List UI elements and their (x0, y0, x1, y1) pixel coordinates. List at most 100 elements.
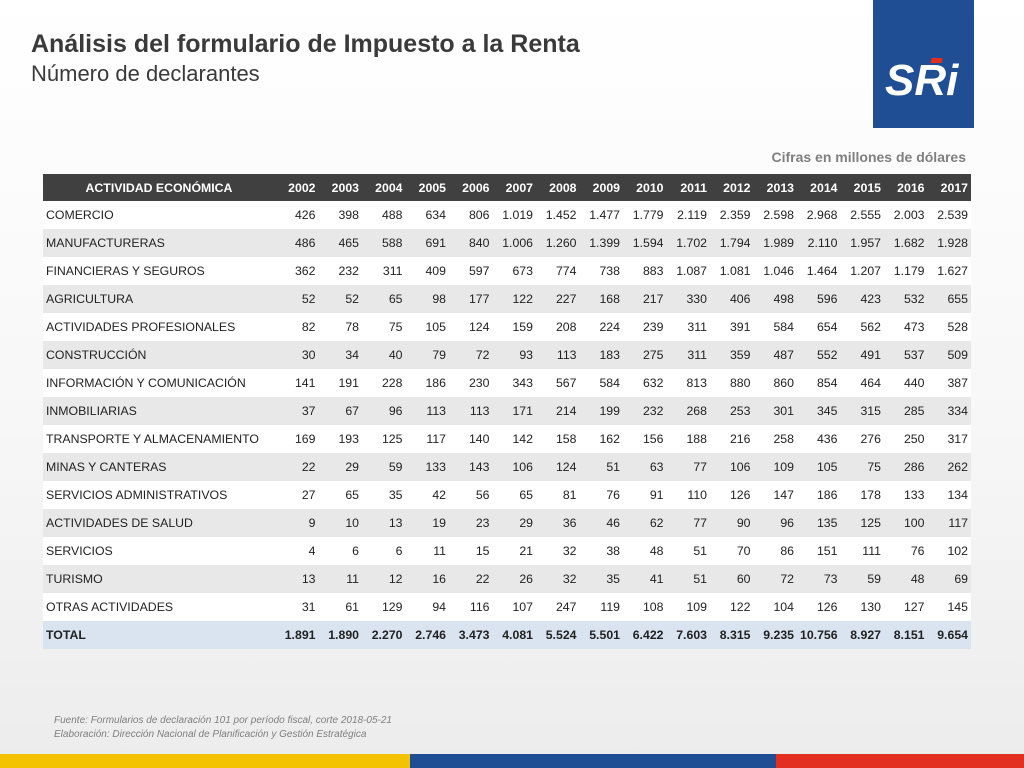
value-cell: 1.477 (579, 201, 623, 229)
value-cell: 48 (884, 565, 928, 593)
column-header-year: 2017 (927, 174, 971, 201)
value-cell: 2.598 (753, 201, 797, 229)
value-cell: 30 (275, 341, 319, 369)
value-cell: 171 (492, 397, 536, 425)
value-cell: 113 (405, 397, 449, 425)
value-cell: 52 (318, 285, 362, 313)
value-cell: 177 (449, 285, 493, 313)
table-row: FINANCIERAS Y SEGUROS 362 232 311 409 597 673 7… (43, 257, 971, 285)
value-cell: 436 (797, 425, 841, 453)
value-cell: 102 (927, 537, 971, 565)
value-cell: 130 (840, 593, 884, 621)
value-cell: 488 (362, 201, 406, 229)
value-cell: 654 (797, 313, 841, 341)
value-cell: 228 (362, 369, 406, 397)
value-cell: 178 (840, 481, 884, 509)
table-row: TRANSPORTE Y ALMACENAMIENTO 169 193 125 117 1… (43, 425, 971, 453)
value-cell: 32 (536, 565, 580, 593)
value-cell: 169 (275, 425, 319, 453)
value-cell: 22 (275, 453, 319, 481)
column-header-year: 2010 (623, 174, 667, 201)
value-cell: 224 (579, 313, 623, 341)
value-cell: 465 (318, 229, 362, 257)
value-cell: 105 (797, 453, 841, 481)
total-value-cell: 7.603 (666, 621, 710, 649)
value-cell: 193 (318, 425, 362, 453)
value-cell: 1.928 (927, 229, 971, 257)
value-cell: 79 (405, 341, 449, 369)
value-cell: 104 (753, 593, 797, 621)
value-cell: 135 (797, 509, 841, 537)
value-cell: 52 (275, 285, 319, 313)
column-header-year: 2002 (275, 174, 319, 201)
value-cell: 191 (318, 369, 362, 397)
value-cell: 232 (623, 397, 667, 425)
value-cell: 77 (666, 509, 710, 537)
activity-name-cell: CONSTRUCCIÓN (43, 341, 275, 369)
value-cell: 32 (536, 537, 580, 565)
value-cell: 15 (449, 537, 493, 565)
value-cell: 96 (753, 509, 797, 537)
table-row: CONSTRUCCIÓN 30 34 40 79 72 93 113 183 275 311 359 4… (43, 341, 971, 369)
activity-name-cell: COMERCIO (43, 201, 275, 229)
table-row: SERVICIOS 4 6 6 11 15 21 32 38 48 51 70 86 151 111 76 10… (43, 537, 971, 565)
value-cell: 1.260 (536, 229, 580, 257)
value-cell: 2.968 (797, 201, 841, 229)
value-cell: 2.119 (666, 201, 710, 229)
value-cell: 813 (666, 369, 710, 397)
value-cell: 562 (840, 313, 884, 341)
value-cell: 883 (623, 257, 667, 285)
value-cell: 217 (623, 285, 667, 313)
value-cell: 126 (710, 481, 754, 509)
value-cell: 73 (797, 565, 841, 593)
value-cell: 216 (710, 425, 754, 453)
value-cell: 38 (579, 537, 623, 565)
value-cell: 1.452 (536, 201, 580, 229)
value-cell: 806 (449, 201, 493, 229)
value-cell: 70 (710, 537, 754, 565)
footer-color-bar (0, 754, 1024, 768)
value-cell: 632 (623, 369, 667, 397)
value-cell: 1.087 (666, 257, 710, 285)
value-cell: 125 (840, 509, 884, 537)
total-value-cell: 2.270 (362, 621, 406, 649)
activity-name-cell: MINAS Y CANTERAS (43, 453, 275, 481)
value-cell: 13 (362, 509, 406, 537)
value-cell: 129 (362, 593, 406, 621)
source-note: Fuente: Formularios de declaración 101 p… (54, 714, 392, 742)
total-value-cell: 3.473 (449, 621, 493, 649)
activity-name-cell: OTRAS ACTIVIDADES (43, 593, 275, 621)
value-cell: 1.179 (884, 257, 928, 285)
total-value-cell: 8.927 (840, 621, 884, 649)
value-cell: 122 (492, 285, 536, 313)
value-cell: 487 (753, 341, 797, 369)
value-cell: 2.003 (884, 201, 928, 229)
activity-name-cell: INFORMACIÓN Y COMUNICACIÓN (43, 369, 275, 397)
value-cell: 880 (710, 369, 754, 397)
activity-name-cell: TRANSPORTE Y ALMACENAMIENTO (43, 425, 275, 453)
activity-name-cell: SERVICIOS ADMINISTRATIVOS (43, 481, 275, 509)
value-cell: 301 (753, 397, 797, 425)
value-cell: 537 (884, 341, 928, 369)
value-cell: 27 (275, 481, 319, 509)
value-cell: 151 (797, 537, 841, 565)
value-cell: 62 (623, 509, 667, 537)
value-cell: 1.957 (840, 229, 884, 257)
total-value-cell: 2.746 (405, 621, 449, 649)
table-row: ACTIVIDADES DE SALUD 9 10 13 19 23 29 36 46 62 77 9… (43, 509, 971, 537)
total-value-cell: 6.422 (623, 621, 667, 649)
value-cell: 345 (797, 397, 841, 425)
value-cell: 691 (405, 229, 449, 257)
value-cell: 140 (449, 425, 493, 453)
value-cell: 81 (536, 481, 580, 509)
value-cell: 359 (710, 341, 754, 369)
column-header-year: 2009 (579, 174, 623, 201)
value-cell: 77 (666, 453, 710, 481)
column-header-year: 2006 (449, 174, 493, 201)
value-cell: 1.702 (666, 229, 710, 257)
value-cell: 230 (449, 369, 493, 397)
value-cell: 141 (275, 369, 319, 397)
value-cell: 156 (623, 425, 667, 453)
activity-name-cell: SERVICIOS (43, 537, 275, 565)
value-cell: 208 (536, 313, 580, 341)
